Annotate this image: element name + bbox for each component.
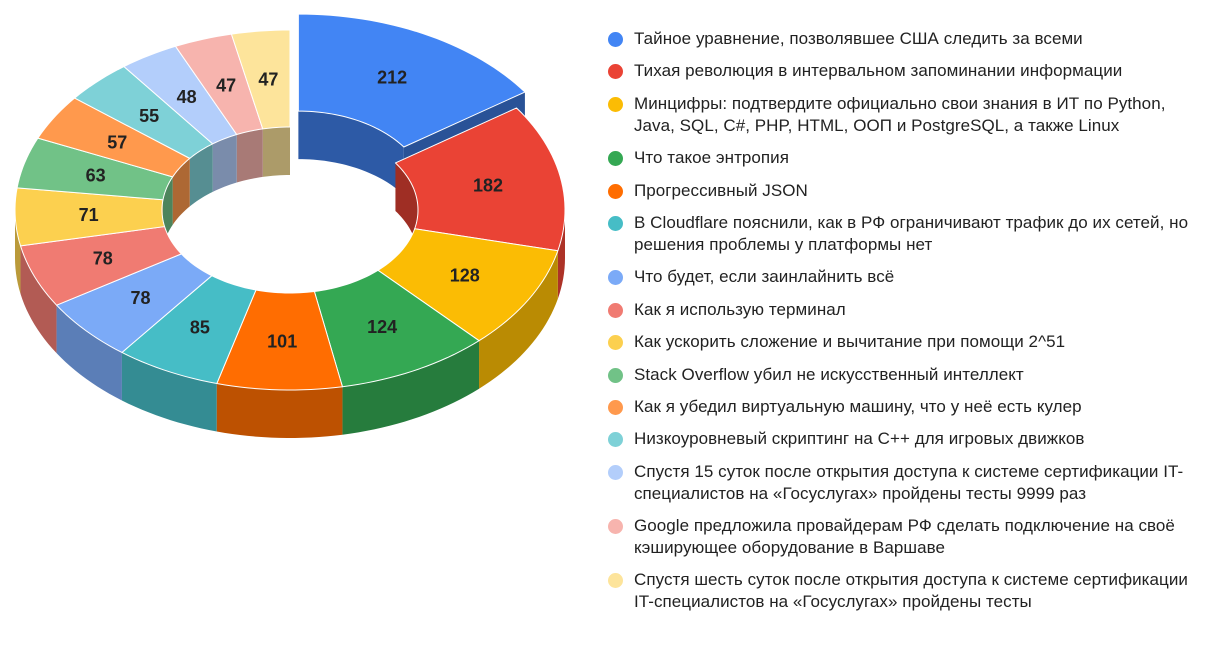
legend-item-3: Что такое энтропия xyxy=(606,147,1196,169)
slice-value-label-2: 128 xyxy=(450,265,480,285)
slice-value-label-3: 124 xyxy=(367,317,397,337)
slice-value-label-9: 63 xyxy=(86,165,106,185)
legend-item-8: Как ускорить сложение и вычитание при по… xyxy=(606,331,1196,353)
legend-label-13: Google предложила провайдерам РФ сделать… xyxy=(634,516,1175,558)
slice-value-label-14: 47 xyxy=(258,69,278,89)
legend-label-2: Минцифры: подтвердите официально свои зн… xyxy=(634,93,1166,135)
legend-label-14: Спустя шесть суток после открытия доступ… xyxy=(634,570,1188,612)
legend-swatch-10 xyxy=(608,399,623,415)
legend-swatch-6 xyxy=(608,270,623,286)
legend-swatch-14 xyxy=(608,573,623,589)
legend-swatch-11 xyxy=(608,432,623,448)
legend-swatch-7 xyxy=(608,302,623,318)
legend-label-9: Stack Overflow убил не искусственный инт… xyxy=(634,364,1024,384)
slice-side-11 xyxy=(189,143,213,207)
slice-value-label-4: 101 xyxy=(267,331,297,351)
slice-value-label-13: 47 xyxy=(216,75,236,95)
legend-swatch-0 xyxy=(608,32,623,47)
slice-0 xyxy=(297,13,526,148)
slice-14 xyxy=(230,29,291,130)
legend-item-11: Низкоуровневый скриптинг на C++ для игро… xyxy=(606,428,1196,450)
slice-value-label-8: 71 xyxy=(79,205,99,225)
legend-label-3: Что такое энтропия xyxy=(634,148,789,168)
legend-swatch-13 xyxy=(608,519,623,535)
legend-swatch-4 xyxy=(608,183,623,199)
slice-side-5 xyxy=(121,352,217,432)
legend-label-7: Как я использую терминал xyxy=(634,299,846,319)
slice-side-7 xyxy=(20,245,57,354)
slice-side-0 xyxy=(298,111,404,196)
legend-label-1: Тихая революция в интервальном запоминан… xyxy=(634,61,1123,81)
slice-side-12 xyxy=(212,134,237,192)
legend-item-2: Минцифры: подтвердите официально свои зн… xyxy=(606,93,1196,137)
slice-value-label-7: 78 xyxy=(93,249,113,269)
legend-item-5: В Cloudflare пояснили, как в РФ ограничи… xyxy=(606,212,1196,256)
slice-side-14 xyxy=(262,127,290,177)
legend-swatch-2 xyxy=(608,96,623,112)
legend-swatch-3 xyxy=(608,151,623,167)
slice-side-2 xyxy=(479,250,558,389)
slice-value-label-1: 182 xyxy=(473,176,503,196)
chart-legend: Тайное уравнение, позволявшее США следит… xyxy=(606,28,1196,624)
legend-swatch-12 xyxy=(608,464,623,480)
legend-item-12: Спустя 15 суток после открытия доступа к… xyxy=(606,461,1196,505)
slice-side-13 xyxy=(236,128,263,183)
slice-side-3 xyxy=(342,340,480,435)
legend-label-6: Что будет, если заинлайнить всё xyxy=(634,267,895,287)
slice-value-label-12: 48 xyxy=(177,87,197,107)
legend-swatch-1 xyxy=(608,64,623,80)
legend-swatch-9 xyxy=(608,367,623,383)
legend-label-0: Тайное уравнение, позволявшее США следит… xyxy=(634,29,1083,48)
legend-swatch-5 xyxy=(608,215,623,231)
slice-side-4 xyxy=(216,383,343,438)
slice-value-label-11: 55 xyxy=(139,106,159,126)
legend-item-0: Тайное уравнение, позволявшее США следит… xyxy=(606,28,1196,50)
slice-value-label-5: 85 xyxy=(190,318,210,338)
legend-item-10: Как я убедил виртуальную машину, что у н… xyxy=(606,396,1196,418)
legend-item-4: Прогрессивный JSON xyxy=(606,180,1196,202)
legend-item-14: Спустя шесть суток после открытия доступ… xyxy=(606,569,1196,613)
slice-value-label-6: 78 xyxy=(130,288,150,308)
slice-value-label-10: 57 xyxy=(107,132,127,152)
legend-label-12: Спустя 15 суток после открытия доступа к… xyxy=(634,461,1184,503)
legend-item-7: Как я использую терминал xyxy=(606,299,1196,321)
legend-label-4: Прогрессивный JSON xyxy=(634,180,808,200)
legend-label-10: Как я убедил виртуальную машину, что у н… xyxy=(634,396,1082,416)
legend-item-6: Что будет, если заинлайнить всё xyxy=(606,266,1196,288)
legend-swatch-8 xyxy=(608,335,623,351)
legend-item-13: Google предложила провайдерам РФ сделать… xyxy=(606,515,1196,559)
legend-label-11: Низкоуровневый скриптинг на C++ для игро… xyxy=(634,429,1085,449)
slice-value-label-0: 212 xyxy=(377,68,407,88)
legend-item-9: Stack Overflow убил не искусственный инт… xyxy=(606,364,1196,386)
legend-label-8: Как ускорить сложение и вычитание при по… xyxy=(634,332,1066,352)
chart-tops xyxy=(14,13,566,391)
legend-item-1: Тихая революция в интервальном запоминан… xyxy=(606,60,1196,82)
legend-label-5: В Cloudflare пояснили, как в РФ ограничи… xyxy=(634,212,1189,254)
slice-side-10 xyxy=(172,158,190,225)
slice-side-6 xyxy=(56,305,122,401)
